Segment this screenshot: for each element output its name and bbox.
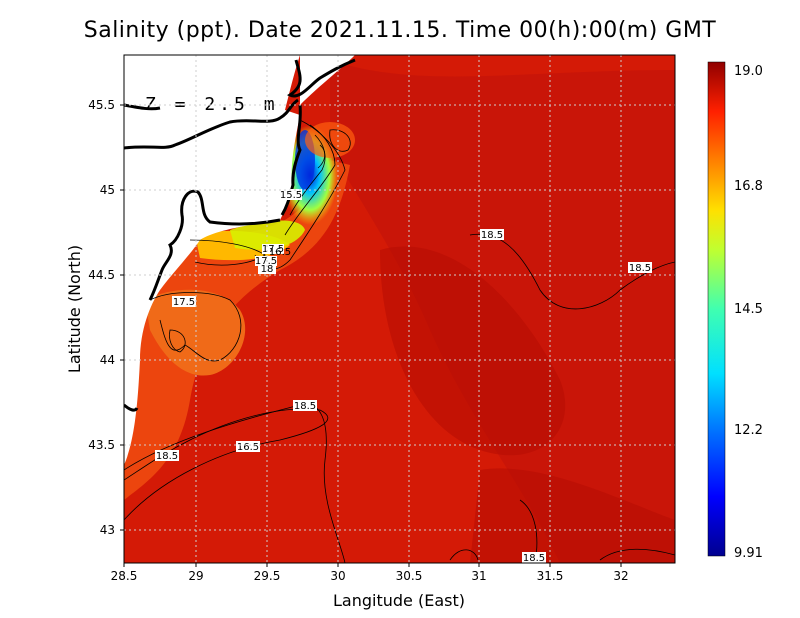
svg-text:17.5: 17.5 <box>255 256 277 267</box>
y-tick-labels: 43 43.5 44 44.5 45 45.5 <box>88 98 115 537</box>
tick-marks <box>120 104 622 567</box>
svg-text:18: 18 <box>261 264 274 275</box>
x-axis-label: Langitude (East) <box>333 591 465 610</box>
colorbar-tick-label: 12.2 <box>734 423 763 438</box>
contour-label: 16.5 <box>269 247 291 258</box>
contour-label: 16.5 <box>236 441 260 453</box>
y-tick-label: 43.5 <box>88 438 115 452</box>
contour-label: 17.5 <box>172 296 196 308</box>
contour-labels: 15.5 18.5 18.5 17.5 17.5 18 17.5 16.5 18… <box>155 189 652 564</box>
svg-text:18.5: 18.5 <box>481 230 503 241</box>
colorbar-tick-label: 14.5 <box>734 302 763 317</box>
contour-label: 18.5 <box>522 552 546 564</box>
svg-text:17.5: 17.5 <box>262 244 284 255</box>
x-tick-label: 30 <box>330 569 345 583</box>
y-tick-label: 44.5 <box>88 268 115 282</box>
coastal-orange-patch <box>145 289 246 376</box>
coastal-band <box>124 160 350 500</box>
grid-lines <box>124 55 675 563</box>
contour-label: 18.5 <box>628 262 652 274</box>
svg-text:18.5: 18.5 <box>523 553 545 564</box>
svg-text:18.5: 18.5 <box>294 401 316 412</box>
y-tick-label: 44 <box>100 353 115 367</box>
contour-label: 18 <box>258 264 276 275</box>
colorbar: 19.0 16.8 14.5 12.2 9.91 <box>707 61 763 561</box>
y-tick-label: 45.5 <box>88 98 115 112</box>
contour-label: 17.5 <box>255 256 277 267</box>
y-tick-label: 43 <box>100 523 115 537</box>
contour-label: 18.5 <box>155 450 179 462</box>
svg-text:16.5: 16.5 <box>237 442 259 453</box>
contour-label: 15.5 <box>280 189 302 201</box>
x-tick-label: 30.5 <box>396 569 423 583</box>
x-tick-labels: 28.5 29 29.5 30 30.5 31 31.5 32 <box>111 569 629 583</box>
svg-text:18.5: 18.5 <box>156 451 178 462</box>
colorbar-tick-label: 16.8 <box>734 179 763 194</box>
x-tick-label: 29 <box>188 569 203 583</box>
contour-label: 18.5 <box>480 229 504 241</box>
x-tick-label: 28.5 <box>111 569 138 583</box>
svg-text:15.5: 15.5 <box>280 190 302 201</box>
y-tick-label: 45 <box>100 183 115 197</box>
x-tick-label: 29.5 <box>254 569 281 583</box>
svg-text:16.5: 16.5 <box>269 247 291 258</box>
plot-frame <box>123 54 676 564</box>
colorbar-gradient <box>707 61 726 557</box>
offshore-patch <box>380 246 566 456</box>
contour-label: 17.5 <box>262 244 284 255</box>
coastline <box>124 58 356 412</box>
colorbar-tick-label: 9.91 <box>734 546 763 561</box>
svg-text:18.5: 18.5 <box>629 263 651 274</box>
colorbar-tick-label: 19.0 <box>734 64 763 79</box>
x-tick-label: 31 <box>471 569 486 583</box>
svg-text:17.5: 17.5 <box>173 297 195 308</box>
y-axis-label: Latitude (North) <box>65 245 84 373</box>
contour-label: 18.5 <box>293 400 317 412</box>
map-field: 15.5 18.5 18.5 17.5 17.5 18 17.5 16.5 18… <box>124 55 675 564</box>
x-tick-label: 32 <box>613 569 628 583</box>
south-patch <box>470 468 675 563</box>
plot-title: Salinity (ppt). Date 2021.11.15. Time 00… <box>83 18 717 43</box>
land-mass <box>124 55 300 465</box>
x-tick-label: 31.5 <box>537 569 564 583</box>
